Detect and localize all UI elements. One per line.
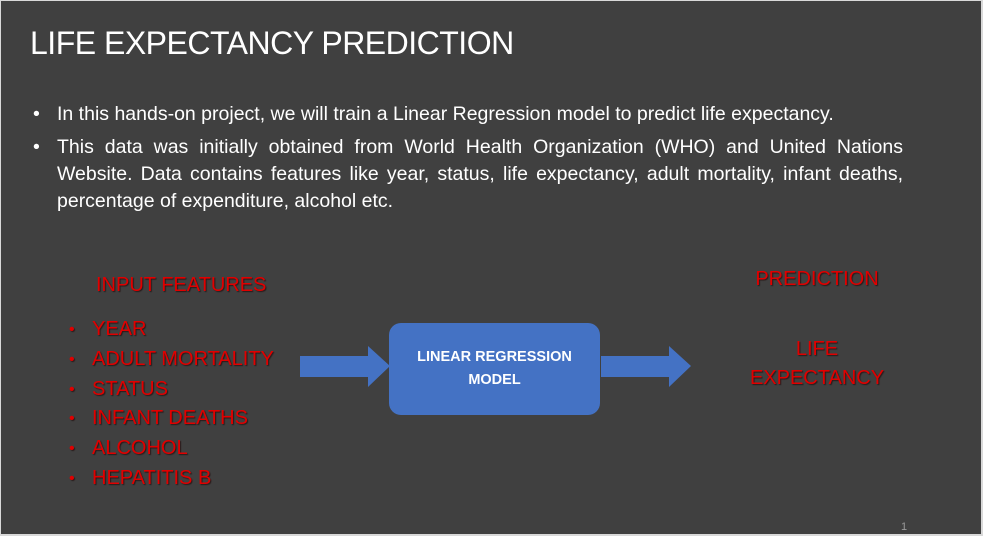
bullet: This data was initially obtained from Wo… (31, 134, 903, 215)
output-label-line: LIFE (795, 338, 839, 360)
output-label-line: EXPECTANCY (749, 367, 885, 389)
model-box: LINEAR REGRESSION MODEL (389, 323, 600, 415)
bullet: In this hands-on project, we will train … (31, 101, 903, 128)
feature: HEPATITIS B (67, 464, 274, 494)
model-label-line: MODEL (468, 372, 521, 388)
feature: ADULT MORTALITY (67, 345, 274, 375)
feature: STATUS (67, 375, 274, 405)
arrow-in (300, 346, 390, 387)
feature: INFANT DEATHS (67, 404, 274, 434)
output-heading: PREDICTION (755, 268, 879, 290)
model-label-line: LINEAR REGRESSION (417, 349, 572, 365)
bullet-list: In this hands-on project, we will train … (31, 101, 903, 221)
slide-title: LIFE EXPECTANCY PREDICTION (30, 25, 514, 61)
output-label: LIFE EXPECTANCY (717, 335, 917, 393)
arrow-out (601, 346, 691, 387)
feature-list: YEARADULT MORTALITYSTATUSINFANT DEATHSAL… (67, 315, 274, 494)
feature: YEAR (67, 315, 274, 345)
page-number: 1 (901, 521, 908, 533)
input-heading: INPUT FEATURES (96, 274, 267, 296)
feature: ALCOHOL (67, 434, 274, 464)
